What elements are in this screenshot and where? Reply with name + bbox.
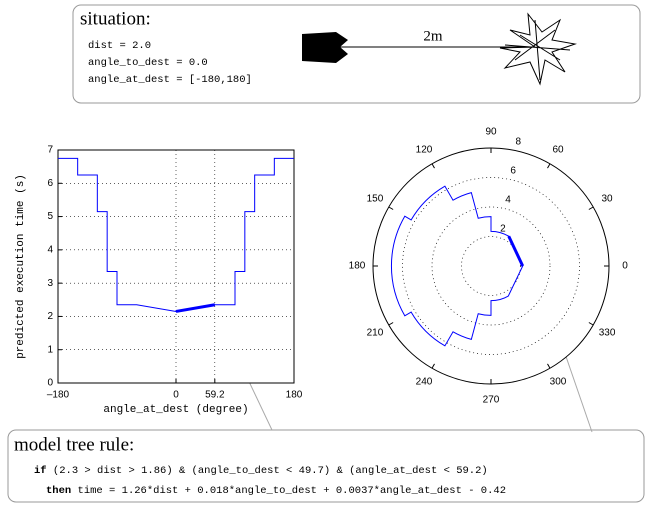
- y-tick-label: 1: [47, 344, 53, 355]
- r-tick-label: 2: [500, 224, 506, 235]
- y-tick-label: 3: [47, 278, 53, 289]
- theta-tick-mark: [388, 206, 394, 210]
- theta-tick-mark: [431, 363, 435, 369]
- y-tick-label: 4: [47, 244, 53, 255]
- theta-tick-mark: [388, 322, 394, 326]
- y-tick-label: 7: [47, 145, 53, 156]
- y-tick-label: 5: [47, 211, 53, 222]
- theta-tick-mark: [431, 163, 435, 169]
- theta-tick-label: 120: [416, 145, 433, 156]
- situation-line: angle_at_dest = [-180,180]: [88, 74, 252, 86]
- axes-frame: [57, 149, 295, 384]
- situation-title: situation:: [80, 8, 151, 29]
- y-tick-label: 2: [47, 311, 53, 322]
- theta-tick-label: 180: [349, 261, 366, 272]
- situation-box: [72, 4, 641, 104]
- theta-tick-label: 90: [485, 127, 497, 138]
- theta-tick-mark: [547, 363, 551, 369]
- polar-series: [507, 235, 525, 267]
- line-series: [175, 303, 216, 313]
- x-tick-label: 0: [173, 390, 179, 401]
- distance-label: 2m: [423, 28, 443, 44]
- x-tick-label: 59.2: [205, 390, 225, 401]
- rule-box: [7, 429, 645, 503]
- then-keyword: then: [46, 485, 71, 497]
- x-tick-label: 180: [286, 390, 303, 401]
- situation-line: dist = 2.0: [88, 40, 151, 52]
- r-tick-label: 4: [505, 195, 511, 206]
- theta-tick-label: 240: [416, 377, 433, 388]
- r-tick-label: 6: [510, 165, 516, 176]
- theta-tick-label: 60: [552, 145, 564, 156]
- grid-circle: [431, 206, 551, 326]
- theta-tick-label: 210: [367, 328, 384, 339]
- theta-tick-label: 150: [367, 194, 384, 205]
- r-tick-label: 8: [515, 136, 521, 147]
- rule-action: then time = 1.26*dist + 0.018*angle_to_d…: [46, 485, 506, 497]
- x-axis-label: angle_at_dest (degree): [103, 404, 248, 416]
- grid-circle: [402, 177, 580, 355]
- x-tick-label: –180: [47, 390, 70, 401]
- line-series: [58, 157, 294, 312]
- if-keyword: if: [34, 465, 47, 477]
- polar-series: [390, 185, 524, 347]
- robot: [302, 32, 348, 63]
- y-axis-label: predicted execution time (s): [15, 174, 27, 359]
- theta-tick-label: 270: [483, 395, 500, 406]
- theta-tick-label: 330: [599, 328, 616, 339]
- theta-tick-label: 300: [550, 377, 567, 388]
- situation-line: angle_to_dest = 0.0: [88, 57, 208, 69]
- rule-condition: if (2.3 > dist > 1.86) & (angle_to_dest …: [34, 465, 488, 477]
- destination: [499, 12, 577, 86]
- theta-tick-label: 0: [622, 261, 628, 272]
- theta-tick-mark: [588, 206, 594, 210]
- y-tick-label: 6: [47, 178, 53, 189]
- action: time = 1.26*dist + 0.018*angle_to_dest +…: [78, 485, 506, 497]
- grid-circle: [461, 236, 521, 296]
- y-tick-label: 0: [47, 378, 53, 389]
- theta-tick-mark: [547, 163, 551, 169]
- rule-title: model tree rule:: [14, 434, 134, 455]
- theta-tick-label: 30: [601, 194, 613, 205]
- polar-background: [373, 148, 609, 384]
- theta-tick-mark: [588, 322, 594, 326]
- condition: (2.3 > dist > 1.86) & (angle_to_dest < 4…: [53, 465, 488, 477]
